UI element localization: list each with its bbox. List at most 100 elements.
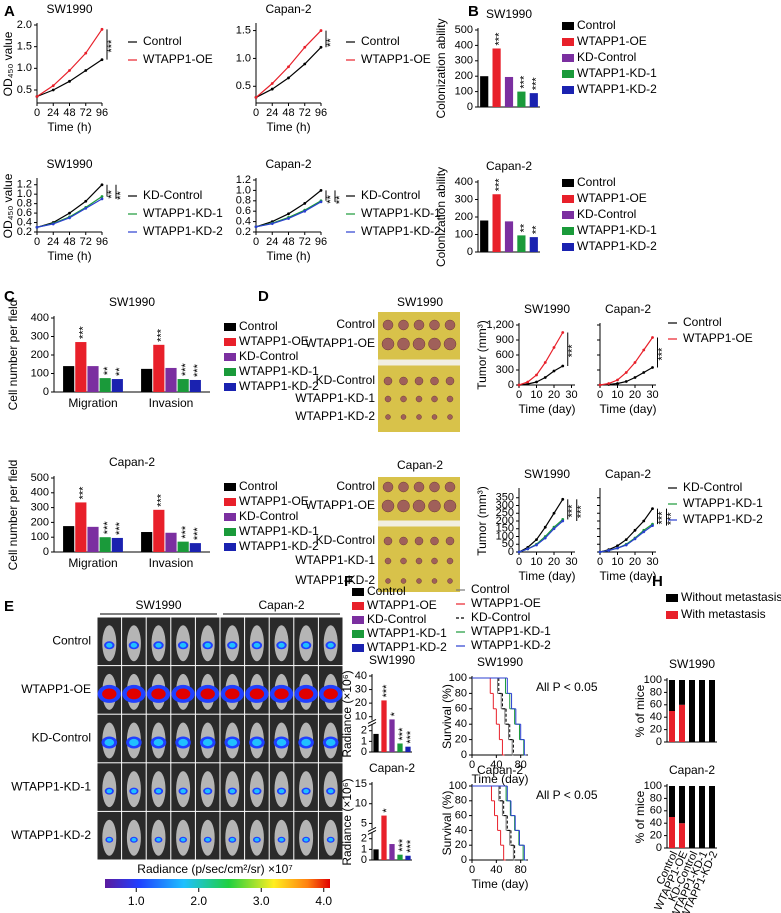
point (651, 507, 654, 510)
signal-inner (200, 688, 215, 700)
point (616, 546, 619, 550)
y-tick-label: 1.0 (236, 52, 251, 64)
significance: *** (114, 521, 126, 535)
tumor (400, 557, 407, 565)
legend-label: WTAPP1-KD-2 (577, 82, 657, 96)
tumor (428, 337, 441, 351)
y-tick-label: 0 (508, 379, 514, 391)
y-tick-label: 400 (455, 39, 473, 51)
tumor (446, 557, 454, 565)
y-tick-label: 1.2 (236, 174, 251, 186)
y-tick-label: 400 (31, 487, 49, 499)
point (517, 383, 521, 387)
x-tick-label: 48 (282, 236, 294, 248)
significance: *** (156, 493, 168, 507)
break-mark (367, 826, 377, 832)
point (303, 202, 307, 205)
legend-label: WTAPP1-KD-1 (577, 223, 657, 237)
significance: *** (106, 39, 118, 53)
legend-swatch (562, 22, 574, 30)
x-tick-label: 72 (80, 236, 92, 248)
point (616, 382, 619, 385)
signal-inner (298, 688, 314, 700)
bar-segment (699, 786, 705, 848)
y-tick-label: 250 (496, 507, 514, 519)
y-tick-label: 5 (361, 817, 367, 829)
annotation: All P < 0.05 (536, 788, 598, 802)
y-tick-label: 1.0 (17, 188, 32, 200)
y-tick-label: 1.2 (17, 179, 32, 191)
signal-inner (205, 837, 211, 842)
bar-segment (679, 680, 685, 705)
legend-label: KD-Control (471, 610, 530, 624)
bar (397, 854, 403, 860)
point (84, 199, 88, 203)
x-tick-label: 48 (63, 236, 75, 248)
point (526, 382, 530, 386)
point (319, 189, 323, 192)
tumor (383, 536, 393, 546)
x-tick-label: 20 (548, 556, 560, 568)
legend-label: Control (143, 34, 182, 48)
y-tick-label: 0 (508, 546, 514, 558)
tumor (399, 376, 408, 386)
y-tick-label: 0.4 (236, 216, 251, 228)
legend-label: WTAPP1-OE (239, 494, 309, 508)
point (552, 346, 556, 349)
signal-inner (325, 738, 336, 747)
signal-inner (303, 789, 309, 794)
point (68, 211, 71, 215)
y-tick-label: 200 (455, 211, 473, 223)
y-tick-label: 350 (496, 492, 514, 504)
tumor (382, 481, 394, 493)
legend-swatch (224, 483, 236, 491)
imaging-row-label: WTAPP1-OE (21, 682, 91, 696)
point (651, 524, 654, 528)
point (535, 373, 538, 377)
significance: *** (665, 512, 677, 526)
axis-break (368, 720, 376, 725)
signal-inner (153, 738, 164, 747)
y-tick-label: 100 (449, 780, 467, 792)
point (100, 183, 104, 187)
significance: *** (192, 527, 204, 541)
y-tick-label: 40 (650, 711, 662, 723)
panel-label: E (4, 598, 14, 615)
y-tick-label: 40 (355, 670, 367, 682)
legend-label: WTAPP1-KD-1 (471, 624, 551, 638)
photo-row-label: WTAPP1-OE (305, 498, 375, 512)
significance: *** (397, 838, 409, 852)
signal-inner (179, 642, 187, 648)
signal-inner (254, 789, 260, 794)
line (518, 332, 564, 386)
y-tick-label: 500 (31, 472, 49, 484)
x-axis-label: Time (h) (47, 249, 91, 263)
photo-row-label: WTAPP1-KD-1 (295, 553, 375, 567)
point (84, 51, 88, 55)
signal-inner (155, 789, 162, 794)
photo-row-label: WTAPP1-KD-2 (295, 409, 375, 423)
point (254, 96, 258, 99)
chart-title: Capan-2 (605, 467, 651, 481)
y-tick-label: 2.0 (17, 19, 32, 31)
point (633, 361, 637, 364)
y-tick-label: 0 (43, 386, 49, 398)
bar (373, 733, 379, 752)
y-axis-label: Radiance (×10⁶) (340, 778, 354, 865)
tumor (382, 319, 394, 331)
y-tick-label: 0.5 (236, 80, 251, 92)
chart-title: Capan-2 (669, 763, 715, 777)
x-tick-label: 24 (47, 107, 59, 119)
point (100, 27, 104, 31)
point (543, 361, 547, 364)
chart-title: Capan-2 (605, 302, 651, 316)
x-axis-label: Time (h) (47, 120, 91, 134)
bar (389, 719, 395, 752)
legend-swatch (224, 498, 236, 506)
point (100, 197, 104, 201)
significance: *** (156, 328, 168, 342)
significance: ** (106, 189, 118, 198)
y-tick-label: 900 (496, 334, 514, 346)
panel-label: B (468, 3, 479, 20)
